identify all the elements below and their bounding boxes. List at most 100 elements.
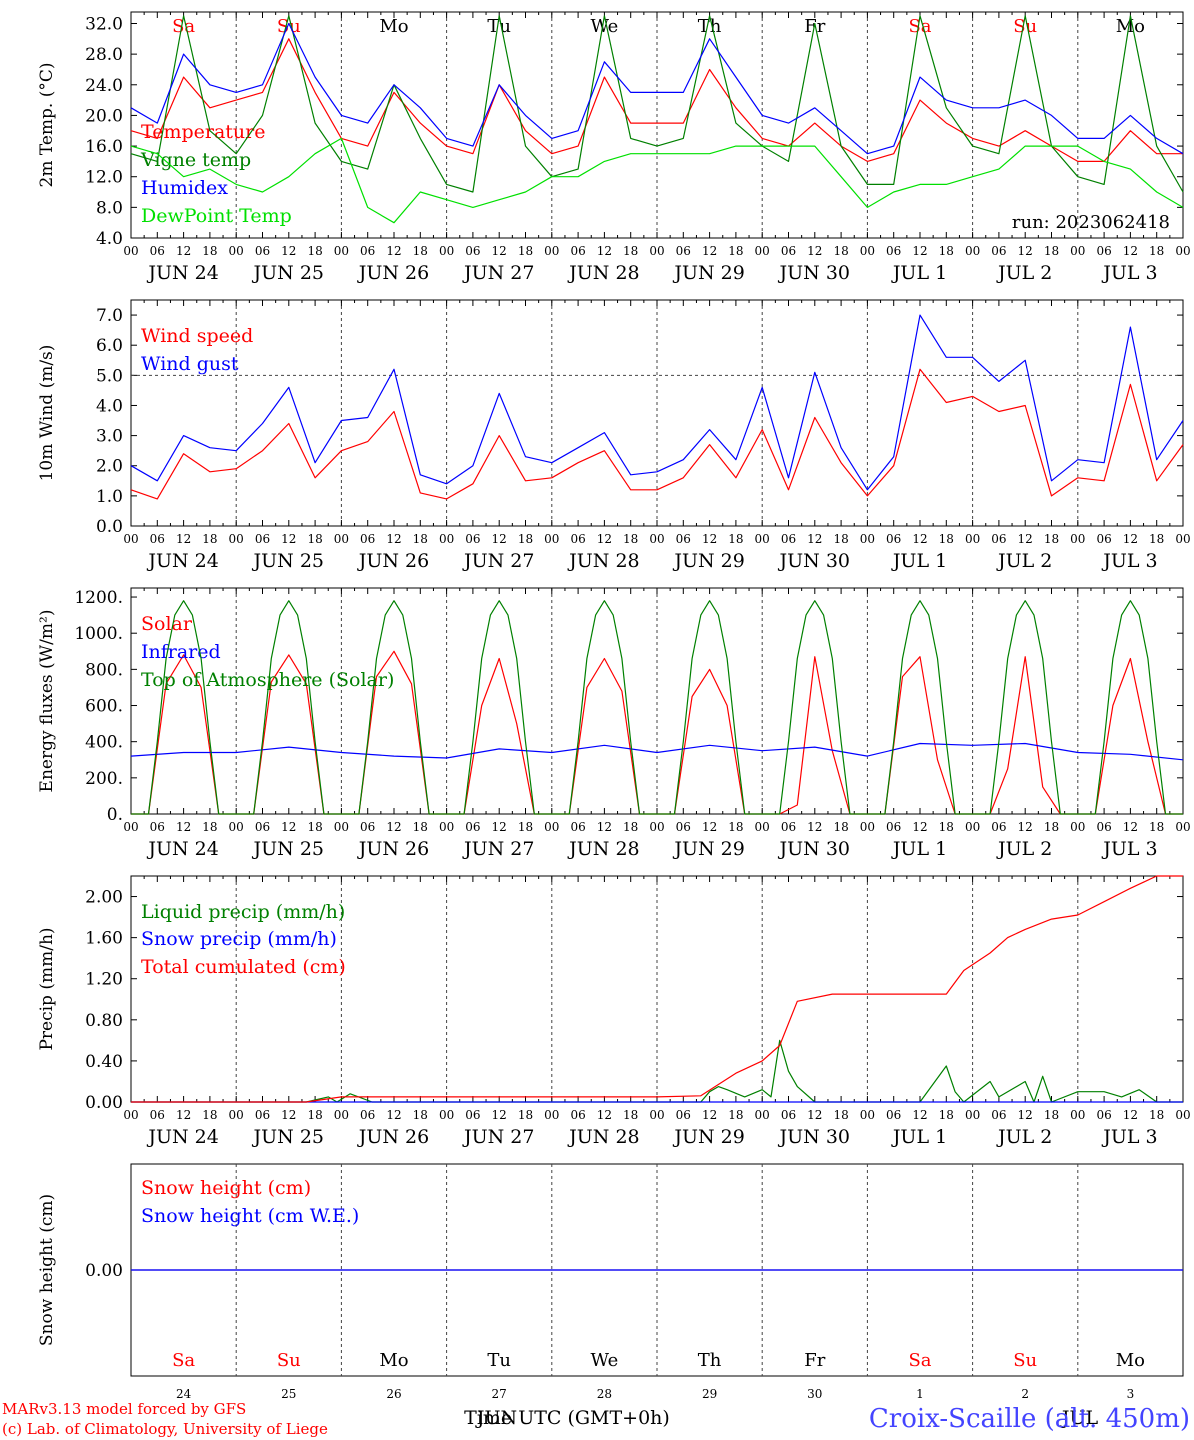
hour-tick-label: 18 (833, 532, 848, 546)
day-of-week-label: Fr (804, 1350, 825, 1371)
hour-tick-label: 00 (965, 820, 980, 834)
y-tick-label: 12.0 (85, 168, 123, 188)
hour-tick-label: 18 (833, 1108, 848, 1122)
hour-tick-label: 12 (386, 1108, 401, 1122)
hour-tick-label: 12 (912, 820, 927, 834)
hour-tick-label: 12 (1123, 1108, 1138, 1122)
date-label: JUN 28 (567, 1126, 639, 1148)
hour-tick-label: 06 (886, 532, 901, 546)
hour-tick-label: 12 (702, 532, 717, 546)
day-number-label: 29 (702, 1387, 717, 1401)
hour-tick-label: 12 (597, 244, 612, 258)
hour-tick-label: 18 (518, 1108, 533, 1122)
hour-tick-label: 18 (1149, 532, 1164, 546)
legend-entry: Snow height (cm W.E.) (141, 1205, 359, 1227)
hour-tick-label: 00 (439, 244, 454, 258)
day-of-week-label: Mo (1116, 1350, 1145, 1371)
day-number-label: 2 (1021, 1387, 1029, 1401)
y-tick-label: 6.0 (96, 336, 123, 356)
hour-tick-label: 12 (807, 820, 822, 834)
day-of-week-label: Mo (379, 16, 408, 37)
hour-tick-label: 12 (176, 820, 191, 834)
date-label: JUN 25 (252, 550, 324, 572)
hour-tick-label: 06 (886, 1108, 901, 1122)
hour-tick-label: 06 (150, 532, 165, 546)
hour-tick-label: 12 (912, 1108, 927, 1122)
y-tick-label: 32.0 (85, 14, 123, 34)
hour-tick-label: 18 (1044, 820, 1059, 834)
hour-tick-label: 12 (597, 820, 612, 834)
legend-entry: Temperature (141, 121, 265, 143)
y-tick-label: 600. (85, 697, 123, 717)
hour-tick-label: 18 (202, 1108, 217, 1122)
date-label: JUN 30 (778, 550, 850, 572)
hour-tick-label: 12 (492, 1108, 507, 1122)
date-label: JUN 24 (146, 1126, 218, 1148)
hour-tick-label: 06 (886, 820, 901, 834)
hour-tick-label: 18 (1044, 1108, 1059, 1122)
day-of-week-label: Su (1013, 1350, 1037, 1371)
legend-entry: Wind gust (141, 353, 239, 375)
series-dewpoint-temp (130, 137, 1184, 224)
hour-tick-label: 12 (702, 820, 717, 834)
date-label: JUL 1 (891, 1126, 947, 1148)
hour-tick-label: 06 (781, 532, 796, 546)
hour-tick-label: 06 (676, 820, 691, 834)
hour-tick-label: 06 (570, 244, 585, 258)
y-tick-label: 24.0 (85, 76, 123, 96)
day-number-label: 24 (176, 1387, 192, 1401)
hour-tick-label: 12 (1123, 244, 1138, 258)
date-label: JUN 24 (146, 550, 218, 572)
hour-tick-label: 18 (413, 244, 428, 258)
legend-entry: DewPoint Temp (141, 205, 292, 227)
date-label: JUL 1 (891, 262, 947, 284)
y-tick-label: 4.0 (96, 396, 123, 416)
hour-tick-label: 00 (965, 244, 980, 258)
hour-tick-label: 18 (1044, 532, 1059, 546)
date-label: JUN 25 (252, 262, 324, 284)
hour-tick-label: 18 (728, 244, 743, 258)
day-of-week-label: We (591, 1350, 619, 1371)
hour-tick-label: 12 (281, 1108, 296, 1122)
day-of-week-label: Mo (1116, 16, 1145, 37)
hour-tick-label: 06 (360, 1108, 375, 1122)
y-axis-label: Energy fluxes (W/m²) (37, 610, 57, 793)
y-tick-label: 400. (85, 733, 123, 753)
y-tick-label: 0.00 (85, 1261, 123, 1281)
date-label: JUN 27 (462, 838, 534, 860)
day-of-week-label: Th (698, 16, 722, 37)
y-tick-label: 3.0 (96, 427, 123, 447)
day-number-label: 26 (386, 1387, 401, 1401)
hour-tick-label: 12 (492, 820, 507, 834)
panel-wind: 00 06 12 18 00 06 12 18 00 06 12 18 00 06 12 18 00 06 12 18… (37, 299, 1191, 572)
hour-tick-label: 18 (413, 532, 428, 546)
y-tick-label: 0.40 (85, 1052, 123, 1072)
hour-tick-label: 12 (1123, 532, 1138, 546)
hour-tick-label: 12 (281, 820, 296, 834)
date-label: JUL 1 (891, 838, 947, 860)
hour-tick-label: 06 (676, 244, 691, 258)
date-label: JUN 29 (672, 550, 744, 572)
hour-tick-label: 00 (544, 532, 559, 546)
hour-tick-label: 06 (465, 1108, 480, 1122)
footer-model: MARv3.13 model forced by GFS (2, 1400, 246, 1418)
hour-tick-label: 06 (991, 532, 1006, 546)
hour-tick-label: 00 (334, 820, 349, 834)
day-number-label: 27 (492, 1387, 507, 1401)
y-tick-label: 5.0 (96, 366, 123, 386)
series-wind-speed (130, 368, 1184, 500)
hour-tick-label: 00 (439, 532, 454, 546)
hour-tick-label: 00 (1175, 532, 1190, 546)
hour-tick-label: 06 (991, 244, 1006, 258)
hour-tick-label: 06 (255, 244, 270, 258)
hour-tick-label: 06 (781, 1108, 796, 1122)
day-of-week-label: Th (698, 1350, 722, 1371)
day-of-week-label: Sa (172, 1350, 195, 1371)
hour-tick-label: 06 (360, 820, 375, 834)
hour-tick-label: 06 (150, 820, 165, 834)
y-tick-label: 28.0 (85, 45, 123, 65)
month-label-jun: JUN (475, 1407, 517, 1429)
hour-tick-label: 18 (939, 820, 954, 834)
hour-tick-label: 00 (860, 820, 875, 834)
